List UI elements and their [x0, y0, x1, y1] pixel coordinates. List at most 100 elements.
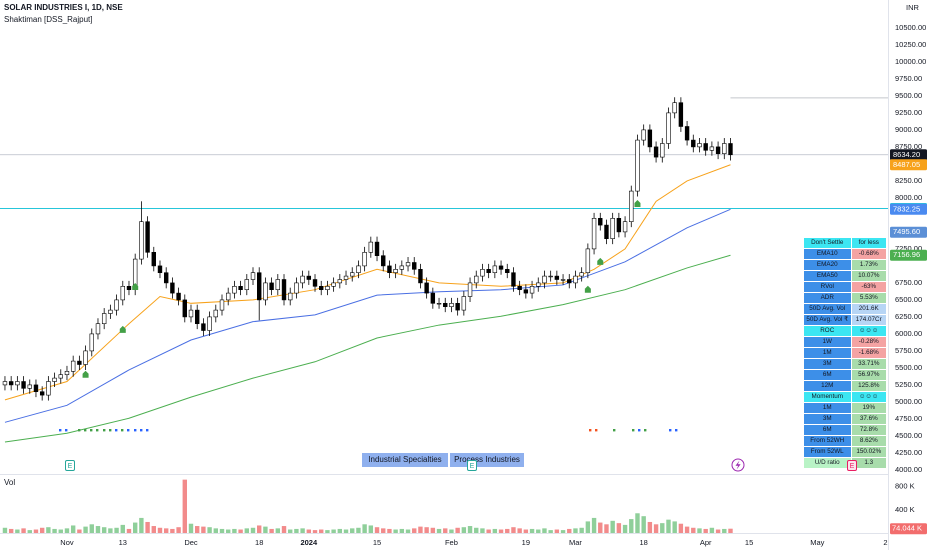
moving-average: [4, 254, 731, 443]
volume-bar: [672, 521, 677, 533]
price-label-box: [890, 159, 927, 171]
y-tick-label: 4750.00: [895, 414, 922, 423]
table-cell: -0.68%: [850, 248, 887, 260]
volume-bar: [108, 528, 113, 533]
candle-body: [201, 323, 206, 331]
earnings-badge-label[interactable]: E: [68, 463, 73, 470]
dot: [59, 429, 62, 432]
candle-body: [424, 282, 429, 294]
candle-body: [498, 265, 504, 270]
x-tick-label: Mar: [569, 538, 582, 547]
plot-area: [0, 97, 888, 533]
candle-body: [213, 309, 218, 318]
candle-body: [89, 333, 94, 352]
volume-bar: [145, 521, 150, 533]
x-tick-label: Apr: [700, 538, 712, 547]
candle-body: [622, 221, 628, 233]
x-tick-label: 13: [119, 538, 127, 547]
dot: [78, 429, 81, 432]
candle-body: [269, 282, 274, 291]
volume-bar: [629, 519, 634, 533]
volume-bar: [89, 524, 94, 533]
earnings-badge-label[interactable]: E: [470, 463, 475, 470]
table-row: 1M -1.68%: [803, 347, 887, 359]
candle-body: [288, 292, 293, 301]
candle-body: [412, 262, 417, 270]
volume-bar: [306, 529, 312, 533]
candle-body: [33, 384, 39, 393]
candle-body: [306, 275, 312, 280]
table-row: ADR 5.53%: [803, 292, 887, 304]
candle-body: [108, 309, 113, 314]
table-row: ROC ☺☺☺: [803, 325, 887, 337]
y-tick-label: 9750.00: [895, 74, 922, 83]
candle-body: [715, 146, 721, 154]
y-tick-label: 8250.00: [895, 176, 922, 185]
candle-body: [560, 279, 566, 281]
candle-body: [145, 221, 150, 253]
volume-bar: [39, 527, 45, 533]
y-tick-label: 9000.00: [895, 125, 922, 134]
volume-bar: [170, 528, 175, 533]
table-cell: 1.73%: [850, 259, 887, 271]
volume-bar: [610, 520, 615, 533]
volume-bar: [374, 527, 380, 533]
y-tick-label: 5500.00: [895, 363, 922, 372]
candle-body: [641, 129, 646, 141]
volume-bar: [455, 527, 460, 533]
candle-body: [554, 275, 560, 280]
candle-body: [684, 126, 690, 141]
candle-body: [275, 279, 281, 291]
stats-table-body: Don't Settle for less EMA10 -0.68% EMA20 1.73…: [803, 237, 887, 469]
volume-bar: [660, 523, 665, 533]
volume-bar: [554, 529, 560, 533]
candle-body: [362, 252, 367, 267]
price-label: 7156.96: [893, 250, 920, 259]
earnings-badge[interactable]: [65, 460, 75, 471]
candle-body: [21, 381, 26, 389]
y-tick-label: 8750.00: [895, 142, 922, 151]
table-row: Don't Settle for less: [803, 237, 887, 249]
dot: [675, 429, 678, 432]
x-tick-label: 15: [373, 538, 381, 547]
candle-body: [170, 282, 175, 294]
candle-body: [697, 143, 702, 148]
price-label: 7832.25: [893, 204, 920, 213]
volume-bar: [647, 521, 653, 533]
price-label-box: [890, 249, 927, 261]
table-row: From 52WL 150.02%: [803, 446, 887, 458]
table-row: 6M 72.8%: [803, 424, 887, 436]
candle-body: [635, 139, 640, 192]
tag: Process Industries: [454, 455, 520, 464]
price-label: 8634.20: [893, 150, 920, 159]
volume-bar: [585, 521, 591, 533]
volume-bar: [281, 526, 287, 533]
candle-body: [678, 102, 684, 127]
table-cell: 72.8%: [850, 424, 887, 436]
volume-bar: [213, 528, 218, 533]
volume-bar: [15, 529, 20, 533]
volume-last-label: 74.044 K: [892, 524, 922, 533]
candle-body: [436, 303, 442, 305]
volume-bar: [616, 523, 622, 533]
table-cell: 5.53%: [850, 292, 887, 304]
candle-body: [83, 350, 88, 365]
volume-bar: [176, 527, 181, 533]
volume-bar: [691, 527, 696, 533]
volume-bar: [467, 526, 473, 533]
earnings-badge[interactable]: [467, 460, 477, 471]
candle-body: [101, 313, 107, 325]
candle-body: [15, 381, 20, 386]
candle-body: [163, 272, 169, 284]
dot: [632, 429, 635, 432]
volume-bar: [567, 528, 572, 533]
candle-body: [2, 381, 8, 386]
table-cell: EMA10: [803, 248, 852, 260]
volume-bar: [684, 526, 690, 533]
candle-body: [368, 241, 374, 253]
candle-body: [263, 282, 268, 301]
tag: Industrial Specialties: [368, 455, 441, 464]
table-cell: 19%: [850, 402, 887, 414]
candle-body: [46, 381, 51, 396]
price-label-box: [890, 226, 927, 238]
